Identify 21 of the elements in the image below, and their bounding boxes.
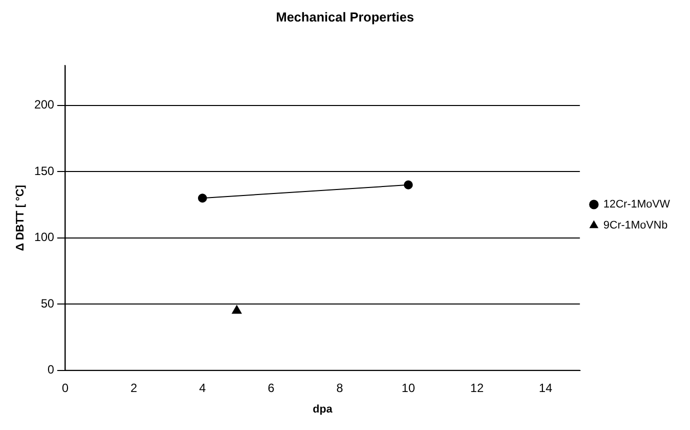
point (232, 305, 242, 314)
x-tick-label: 10 (402, 380, 416, 395)
point (198, 194, 207, 203)
x-tick-label: 0 (62, 380, 69, 395)
y-axis-title: Δ DBTT [ °C] (14, 184, 27, 252)
point (404, 180, 413, 190)
x-tick-label: 4 (199, 380, 206, 395)
x-axis-title: dpa (312, 403, 334, 416)
y-tick-label: 200 (34, 98, 55, 112)
x-tick-label: 6 (268, 380, 275, 395)
x-tick-label: 12 (470, 380, 484, 395)
x-tick-label: 2 (130, 380, 138, 395)
legend-label: 9Cr-1MoVNb (603, 220, 668, 232)
y-tick-label: 50 (40, 296, 55, 310)
x-tick-label: 14 (538, 380, 553, 395)
x-tick-label: 8 (336, 380, 344, 395)
y-tick-label: 100 (34, 230, 55, 244)
y-tick-label: 0 (48, 362, 55, 377)
y-tick-label: 150 (34, 164, 55, 178)
chart-title: Mechanical Properties (276, 9, 414, 24)
legend-label: 12Cr-1MoVW (603, 198, 671, 211)
